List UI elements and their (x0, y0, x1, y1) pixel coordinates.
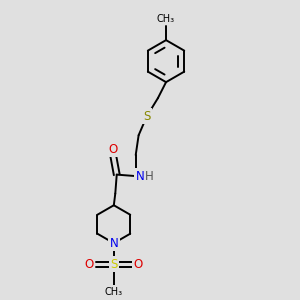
Text: CH₃: CH₃ (105, 286, 123, 297)
Text: N: N (136, 169, 145, 183)
Text: O: O (109, 143, 118, 156)
Text: O: O (134, 258, 143, 271)
Text: S: S (143, 110, 151, 123)
Text: H: H (145, 169, 154, 183)
Text: CH₃: CH₃ (157, 14, 175, 24)
Text: N: N (110, 237, 118, 250)
Text: O: O (85, 258, 94, 271)
Text: S: S (110, 258, 118, 271)
